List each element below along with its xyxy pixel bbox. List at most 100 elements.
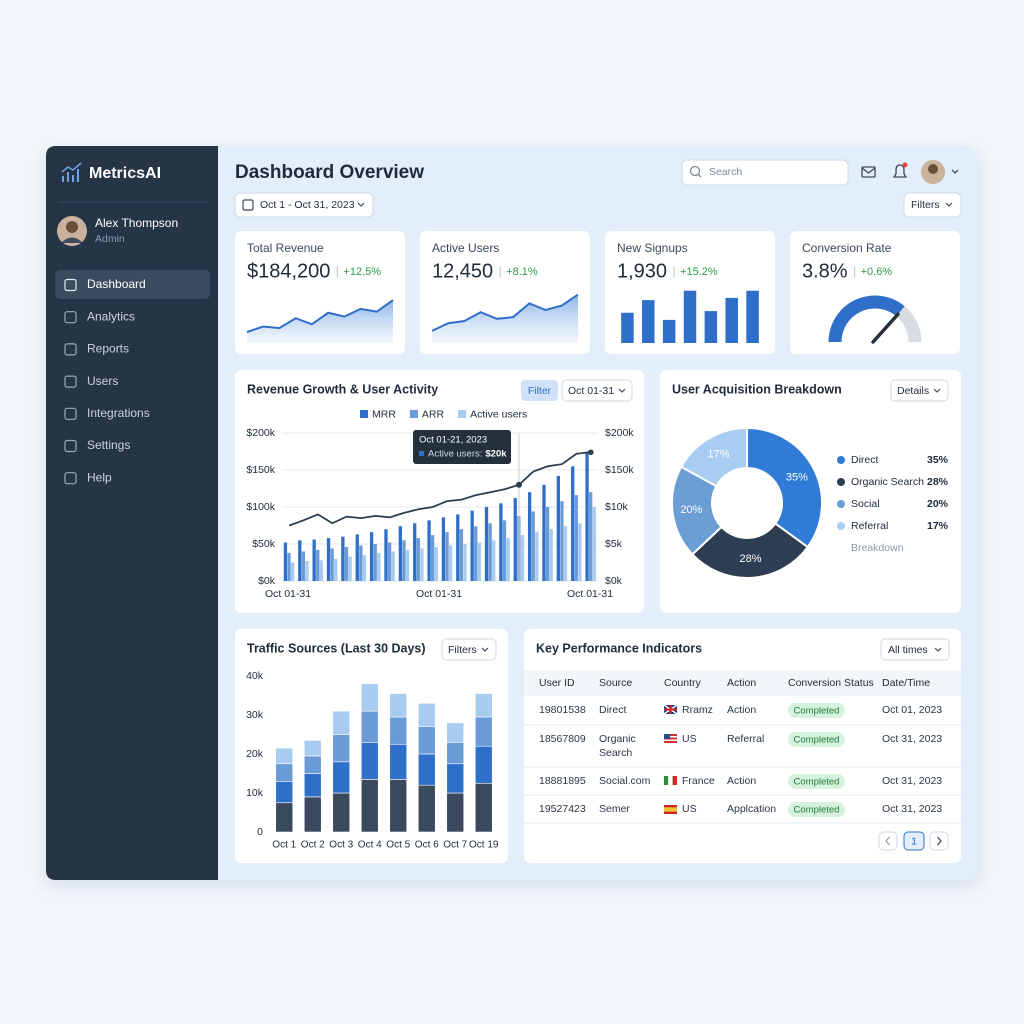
cell-text: Oct 01, 2023 <box>882 704 943 716</box>
table-cell: France <box>682 775 715 787</box>
avatar-head <box>928 164 938 174</box>
card-title: Key Performance Indicators <box>536 641 702 655</box>
nav-icon <box>64 439 77 453</box>
bar <box>470 510 474 581</box>
nav-item[interactable]: Analytics <box>87 309 135 323</box>
table-cell: Oct 31, 2023 <box>882 803 942 815</box>
details-button[interactable] <box>890 379 949 402</box>
sparkline <box>431 293 579 332</box>
donut-slice <box>690 522 810 579</box>
sparkbar <box>746 290 759 343</box>
sparkbar <box>725 297 738 343</box>
cell-text: Action <box>727 775 757 787</box>
bar <box>527 492 532 581</box>
nav-item[interactable]: Dashboard <box>87 277 146 291</box>
bar <box>384 529 388 581</box>
nav-icon <box>64 311 77 324</box>
filter-button[interactable] <box>521 380 558 401</box>
kpi-label: Total Revenue <box>247 241 324 255</box>
bar <box>373 544 377 581</box>
avatar-body <box>61 237 83 243</box>
bar-segment <box>303 755 322 774</box>
page-button[interactable] <box>903 831 925 851</box>
chevron <box>937 836 942 846</box>
bar <box>398 526 402 581</box>
table-cell: 18881895 <box>539 775 586 787</box>
table-cell: Referral <box>727 733 764 745</box>
table-cell: Rramz <box>682 704 713 716</box>
bar <box>556 475 560 581</box>
kpi-change: +0.6% <box>861 266 893 278</box>
bar <box>434 546 438 581</box>
next-page[interactable] <box>929 831 949 851</box>
cell-text: France <box>682 775 715 787</box>
kpi-label: Conversion Rate <box>802 241 892 255</box>
bar <box>474 526 478 581</box>
bar <box>344 546 349 581</box>
x-tick-label: Oct 01-31 <box>265 588 311 600</box>
table-header: Date/Time <box>882 677 930 689</box>
nav-item[interactable]: Users <box>87 374 118 388</box>
bar <box>362 555 367 581</box>
bar <box>463 544 467 581</box>
nav-item[interactable]: Integrations <box>87 406 150 420</box>
range-button[interactable] <box>561 379 633 402</box>
y-tick-label: $150k <box>246 464 275 476</box>
tooltip-value: $20k <box>485 449 507 460</box>
prev-page[interactable] <box>878 831 898 851</box>
slice-label: 17% <box>707 449 729 461</box>
chevron <box>885 836 890 846</box>
time-button[interactable] <box>880 638 950 661</box>
legend-value: 35% <box>927 454 949 466</box>
y-tick-label: 20k <box>246 748 264 760</box>
bar-segment <box>332 761 351 794</box>
bar <box>545 507 550 581</box>
kpi-value: 12,450 <box>432 260 493 282</box>
bell-icon[interactable] <box>892 164 908 178</box>
gauge-value <box>828 295 905 343</box>
slice-label: 20% <box>680 504 702 516</box>
gauge-needle <box>871 312 900 344</box>
filters-button[interactable] <box>441 638 497 661</box>
cell-text: Action <box>727 704 757 716</box>
table-cell: Organic Search <box>599 733 636 759</box>
filters-button[interactable] <box>903 192 962 218</box>
chevron <box>357 202 365 207</box>
bar <box>348 556 352 581</box>
tooltip-swatch <box>419 451 424 456</box>
bar <box>502 520 507 581</box>
bar <box>585 451 589 581</box>
mail-icon[interactable] <box>861 166 876 178</box>
line-point <box>516 481 522 488</box>
legend-label: ARR <box>422 408 445 420</box>
bar <box>427 520 431 581</box>
kpi-change: +15.2% <box>680 266 718 278</box>
legend-swatch <box>837 456 845 464</box>
table-header: Source <box>599 677 632 689</box>
bar <box>506 538 510 581</box>
sparkbar <box>621 312 634 343</box>
bar <box>571 466 575 581</box>
bar <box>330 548 334 581</box>
date-picker[interactable] <box>234 192 374 218</box>
y-tick-label: 10k <box>246 787 264 799</box>
y-tick-label: $200k <box>246 427 275 439</box>
bar <box>316 549 320 581</box>
tooltip-title: Oct 01-21, 2023 <box>419 435 487 446</box>
bar-segment <box>417 753 436 786</box>
flag-uk <box>663 704 678 715</box>
table-header: Country <box>664 677 702 689</box>
flag-spain <box>664 805 677 814</box>
sparkbar <box>642 300 655 343</box>
bar <box>574 495 578 581</box>
y2-tick-label: $150k <box>605 464 634 476</box>
bar-segment <box>474 693 493 718</box>
legend-label: Social <box>851 498 880 510</box>
nav-item[interactable]: Reports <box>87 342 129 356</box>
search-box[interactable] <box>681 159 849 186</box>
nav-item[interactable]: Settings <box>87 438 130 452</box>
donut-note: Breakdown <box>851 542 904 554</box>
cell-text: Oct 31, 2023 <box>882 733 943 745</box>
kpi-change: +8.1% <box>506 266 538 278</box>
nav-item[interactable]: Help <box>87 470 112 484</box>
